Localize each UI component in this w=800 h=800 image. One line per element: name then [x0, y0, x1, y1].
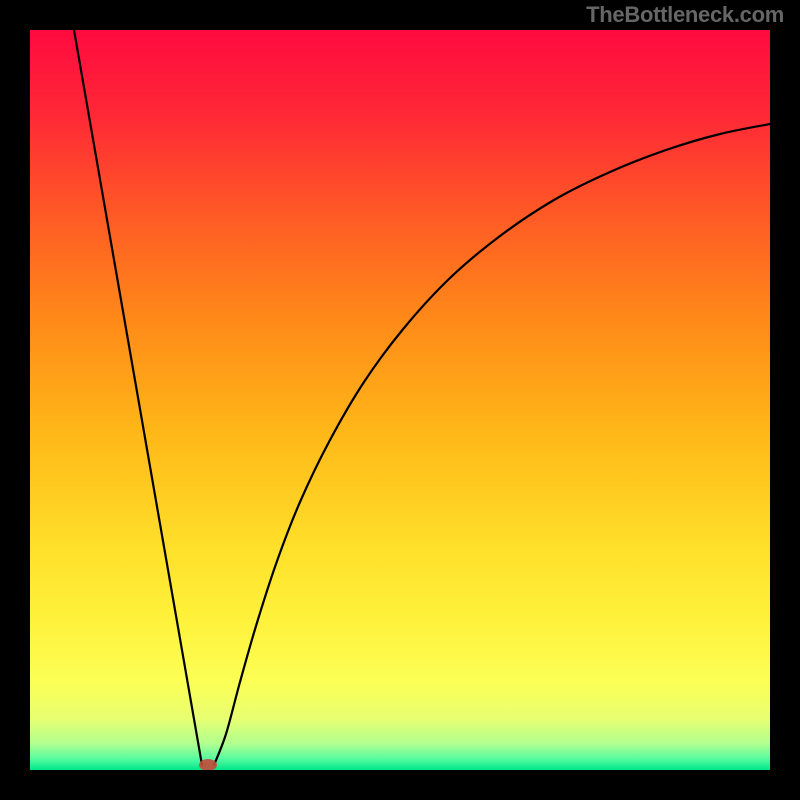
chart-frame: TheBottleneck.com — [0, 0, 800, 800]
plot-area — [30, 30, 770, 770]
watermark-text: TheBottleneck.com — [586, 2, 784, 28]
curve-left-branch — [74, 30, 202, 765]
chart-svg — [30, 30, 770, 770]
curve-right-branch — [214, 124, 770, 765]
